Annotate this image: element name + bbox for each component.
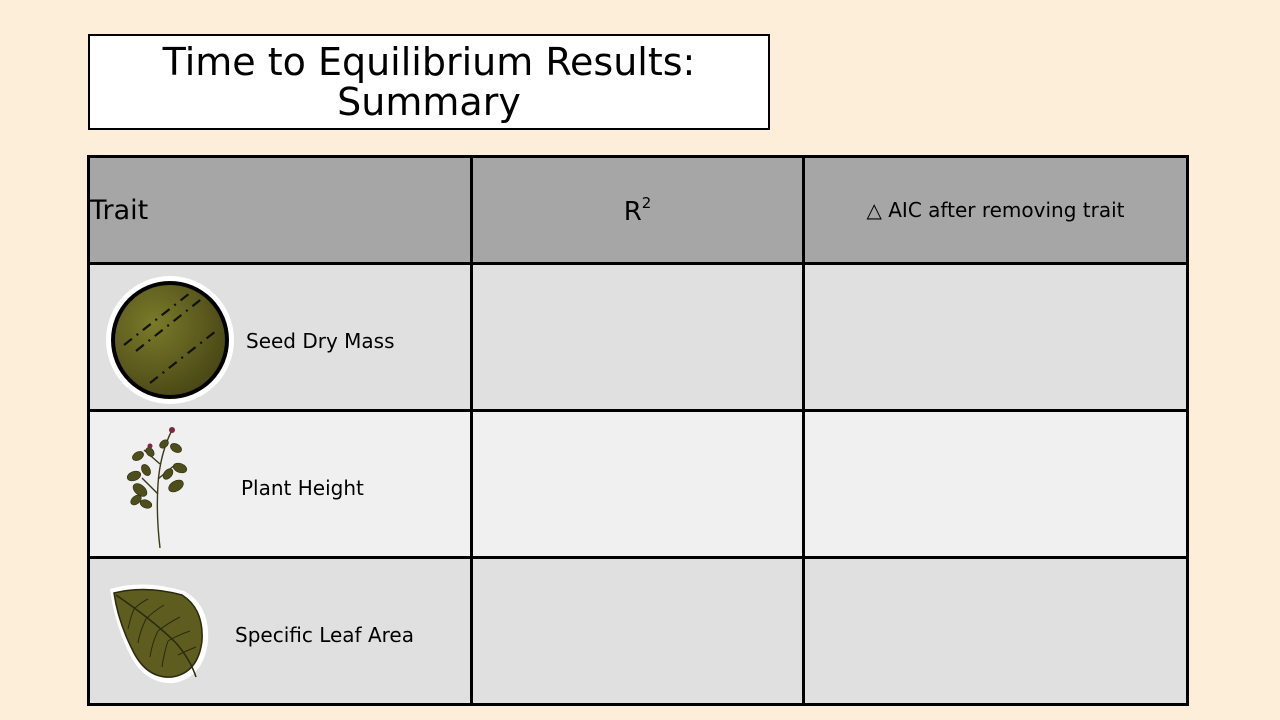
header-r-squared: R2	[470, 155, 805, 265]
title-line-1: Time to Equilibrium Results:	[162, 40, 696, 84]
trait-cell-leaf: Specific Leaf Area	[87, 556, 473, 706]
header-r-squared-exponent: 2	[641, 193, 652, 212]
leaf-icon	[110, 584, 209, 684]
aic-cell-leaf	[802, 556, 1189, 706]
r2-cell-seed	[470, 262, 805, 412]
aic-cell-plant	[802, 409, 1189, 559]
aic-cell-seed	[802, 262, 1189, 412]
trait-cell-plant: Plant Height	[87, 409, 473, 559]
trait-cell-seed: Seed Dry Mass	[87, 262, 473, 412]
header-trait: Trait	[87, 155, 473, 265]
trait-label-seed: Seed Dry Mass	[246, 329, 395, 353]
table-row: Plant Height	[87, 409, 1189, 559]
summary-table: Trait R2 △ AIC after removing trait	[87, 155, 1189, 706]
trait-label-plant: Plant Height	[241, 476, 364, 500]
slide-title: Time to Equilibrium Results: Summary	[88, 34, 770, 130]
table-row: Specific Leaf Area	[87, 556, 1189, 706]
table-row: Seed Dry Mass	[87, 262, 1189, 412]
seed-icon	[106, 276, 234, 404]
title-line-2: Summary	[337, 80, 521, 124]
r2-cell-plant	[470, 409, 805, 559]
trait-label-leaf: Specific Leaf Area	[235, 623, 414, 647]
r2-cell-leaf	[470, 556, 805, 706]
table-header-row: Trait R2 △ AIC after removing trait	[87, 155, 1189, 265]
header-r-squared-base: R	[623, 196, 642, 227]
plant-icon	[126, 427, 188, 549]
header-delta-aic: △ AIC after removing trait	[802, 155, 1189, 265]
